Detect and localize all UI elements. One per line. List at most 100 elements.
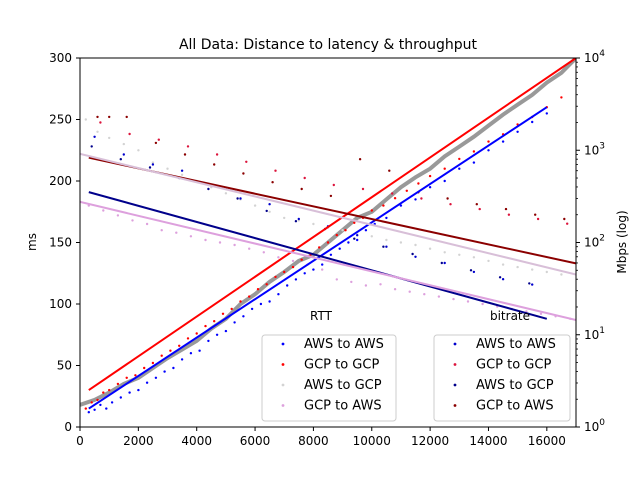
data-point <box>99 403 102 407</box>
data-point <box>178 344 181 347</box>
data-point <box>180 169 184 172</box>
data-point <box>420 197 423 200</box>
data-point <box>189 235 193 238</box>
data-point <box>145 222 149 226</box>
data-point <box>137 388 140 392</box>
legend-entry-label: GCP to AWS <box>476 399 554 414</box>
data-point <box>116 214 120 217</box>
data-point <box>131 219 134 222</box>
y-tick-label: 100 <box>49 297 72 311</box>
data-point <box>274 169 277 172</box>
fit-line-5 <box>80 152 576 276</box>
data-point <box>528 282 531 285</box>
data-point <box>108 388 111 392</box>
data-point <box>259 302 263 306</box>
data-point <box>180 173 184 176</box>
data-point <box>87 411 91 414</box>
fit-lines-layer <box>80 58 576 410</box>
y-tick-label: 250 <box>49 113 72 127</box>
data-point <box>472 161 476 164</box>
data-point <box>341 229 344 232</box>
data-point <box>186 145 190 148</box>
data-point <box>236 197 239 200</box>
data-point <box>242 172 245 175</box>
x-tick-label: 4000 <box>181 434 212 448</box>
data-point <box>428 247 432 250</box>
data-point <box>262 251 265 254</box>
data-point <box>335 233 338 237</box>
data-point <box>110 401 114 404</box>
data-point <box>125 115 128 119</box>
data-point <box>516 265 519 269</box>
data-point <box>358 158 362 161</box>
data-point <box>151 361 155 365</box>
data-point <box>137 149 140 152</box>
data-point <box>204 324 207 328</box>
x-tick-label: 2000 <box>123 434 154 448</box>
fit-line-2 <box>88 191 548 320</box>
data-point <box>108 136 111 140</box>
data-point <box>414 243 417 247</box>
data-point <box>207 187 210 191</box>
data-point <box>268 210 271 213</box>
y-tick-label: 200 <box>49 174 72 188</box>
fit-line-1 <box>88 58 576 391</box>
data-point <box>218 241 222 244</box>
data-point <box>215 153 219 156</box>
data-point <box>498 276 502 279</box>
legend-entry-label: AWS to GCP <box>304 378 382 393</box>
data-point <box>294 220 298 223</box>
legend-entry-label: AWS to GCP <box>476 378 554 393</box>
series-bitrate-7 <box>96 115 566 221</box>
legend-0: RTT AWS to AWS GCP to GCP AWS to GCP GCP to … <box>261 309 397 422</box>
legend-marker <box>281 342 285 346</box>
data-point <box>291 265 295 269</box>
legends: RTT AWS to AWS GCP to GCP AWS to GCP GCP to … <box>261 309 571 422</box>
data-point <box>84 118 88 121</box>
data-point <box>487 140 490 143</box>
x-tick-label: 6000 <box>240 434 271 448</box>
data-point <box>321 263 324 266</box>
data-point <box>90 145 93 148</box>
data-point <box>166 167 169 170</box>
data-point <box>151 163 155 166</box>
data-point <box>96 398 99 402</box>
legend-entry-label: GCP to GCP <box>476 358 551 373</box>
data-point <box>501 263 505 266</box>
data-point <box>160 229 163 232</box>
legend-marker <box>453 383 457 387</box>
data-point <box>265 209 268 213</box>
data-point <box>379 283 382 286</box>
data-point <box>93 135 96 138</box>
data-point <box>443 167 446 170</box>
data-point <box>329 253 333 256</box>
data-point <box>277 293 280 296</box>
data-point <box>186 337 190 340</box>
data-point <box>531 283 534 286</box>
data-point <box>221 312 225 315</box>
y-axis-right: 100 101 102 103 104 <box>576 49 605 434</box>
data-point <box>300 187 303 191</box>
data-point <box>128 391 131 394</box>
data-point <box>329 194 333 198</box>
data-point <box>469 269 473 272</box>
data-point <box>105 407 108 410</box>
data-point <box>230 307 233 311</box>
legend-marker <box>281 404 285 407</box>
x-tick-label: 8000 <box>298 434 329 448</box>
data-point <box>102 209 105 212</box>
data-point <box>393 288 397 291</box>
data-point <box>391 192 394 195</box>
data-point <box>154 141 158 145</box>
data-point <box>148 166 152 169</box>
data-point <box>93 408 96 411</box>
data-point <box>414 255 417 258</box>
data-point <box>245 160 248 163</box>
data-point <box>250 307 254 311</box>
data-point <box>353 237 356 240</box>
legend-box <box>261 334 397 422</box>
legend-entry-label: GCP to GCP <box>304 358 379 373</box>
data-point <box>423 293 426 296</box>
data-point <box>157 138 160 141</box>
data-point <box>303 176 306 180</box>
